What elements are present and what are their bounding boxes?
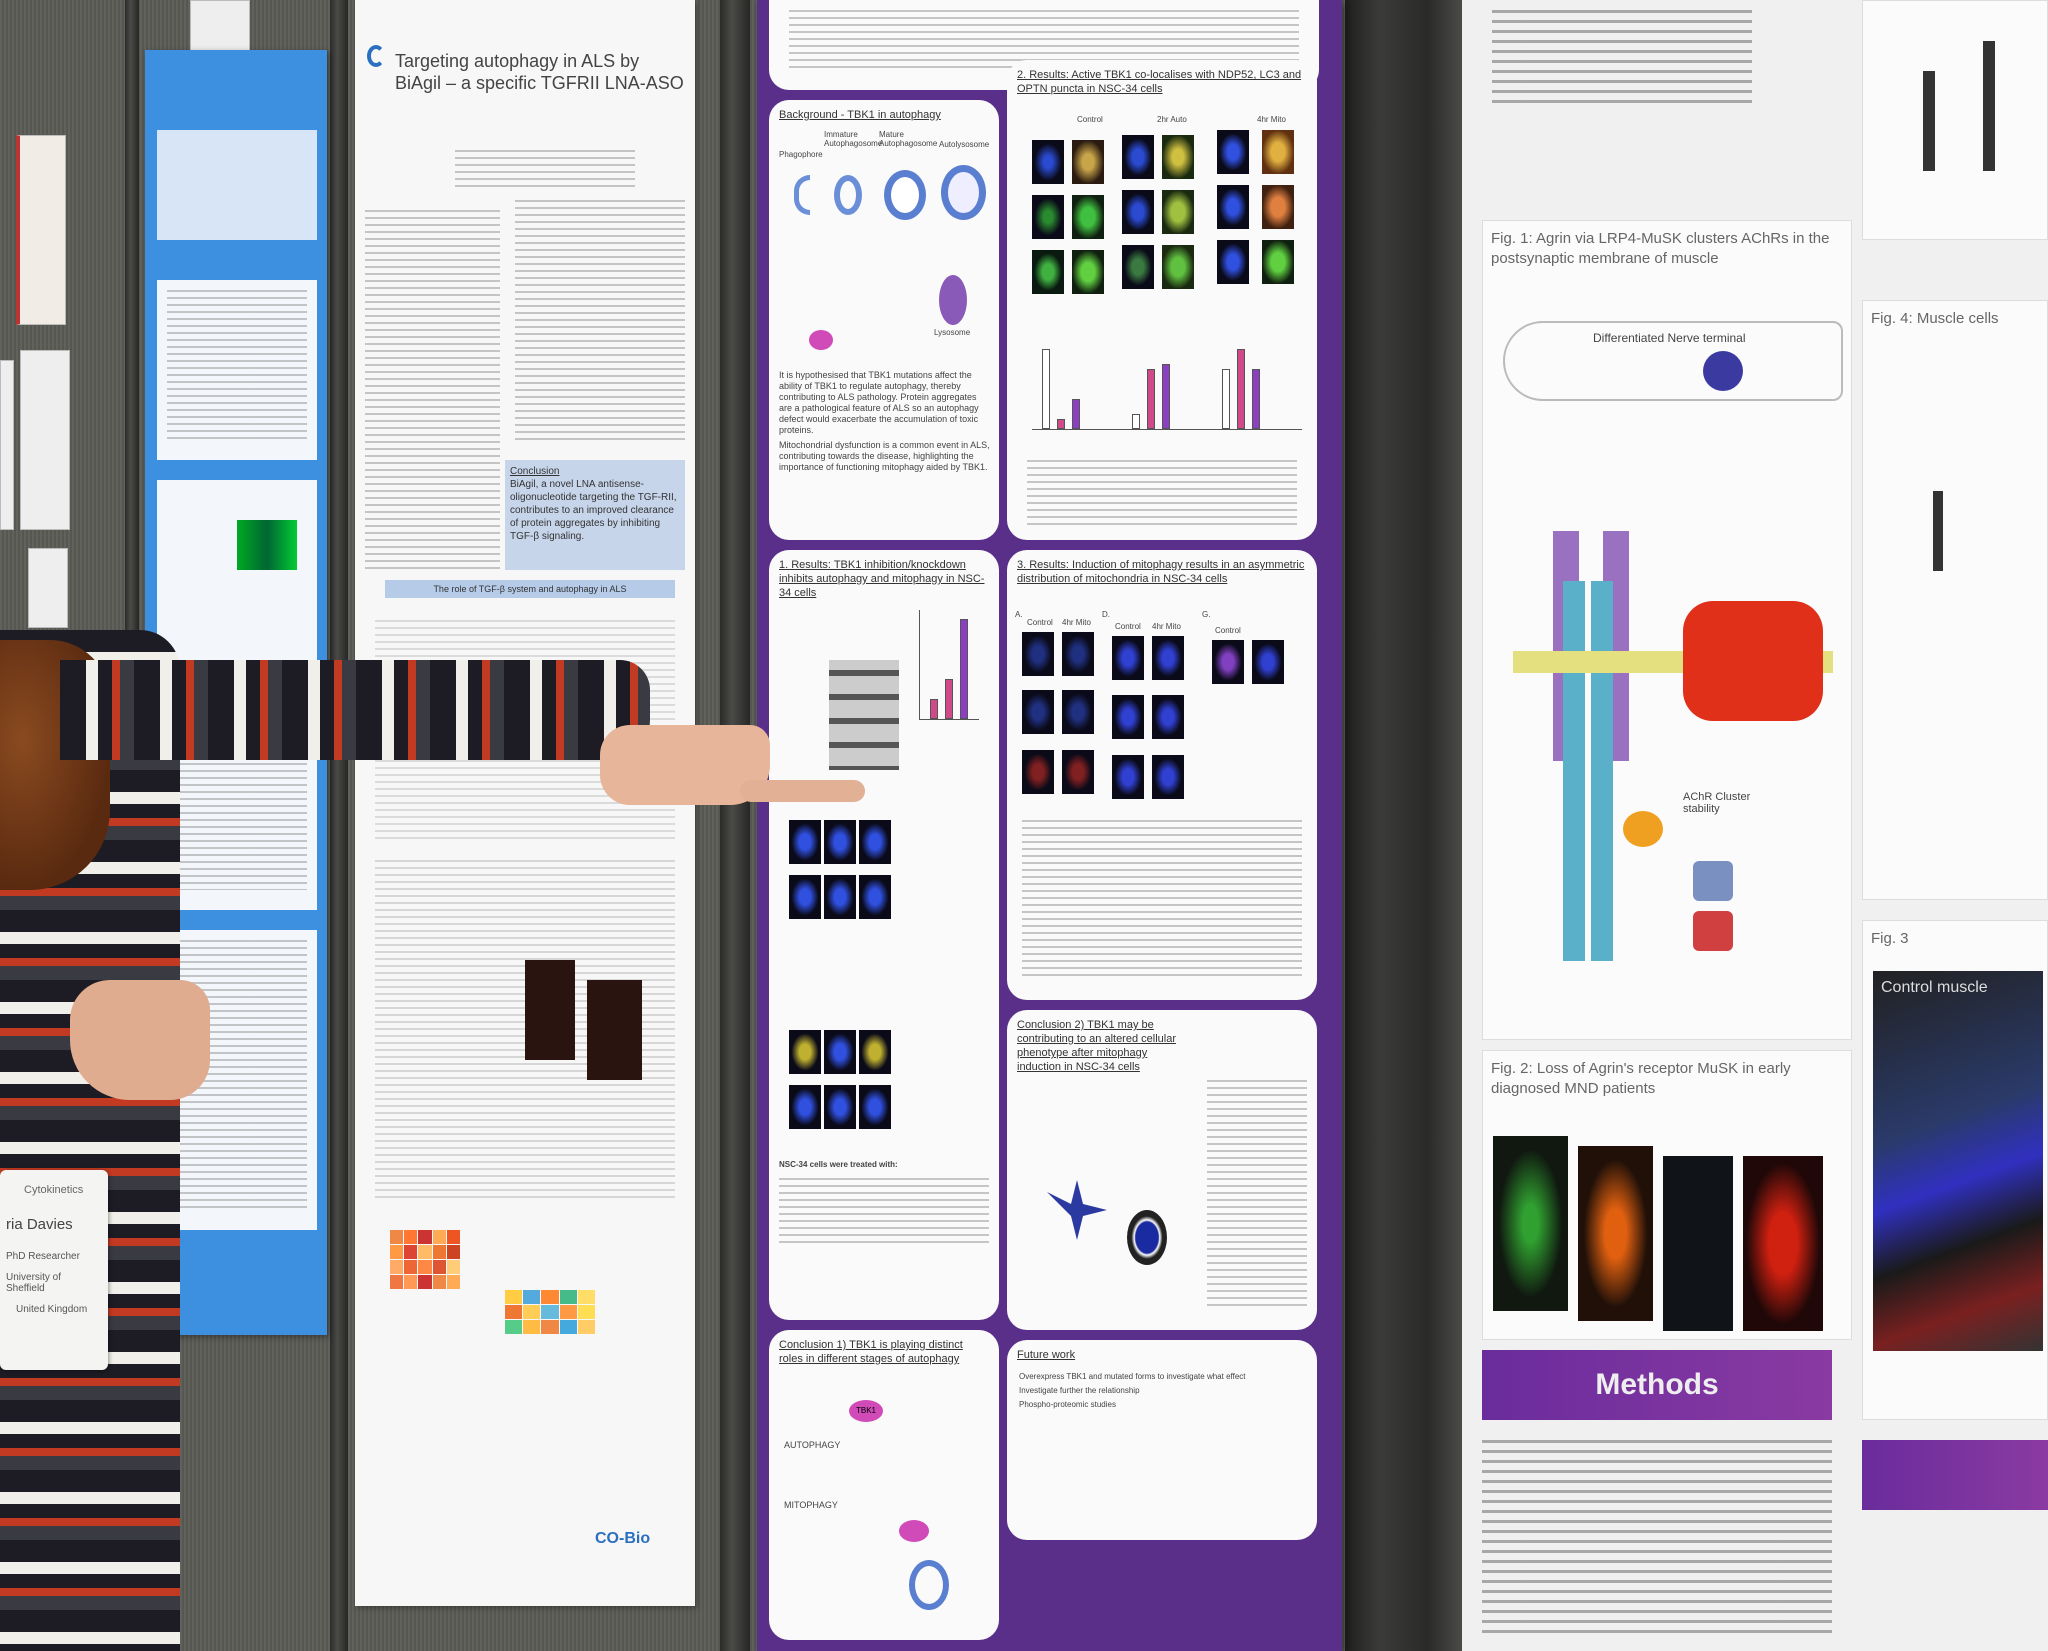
- column-label: D.: [1102, 610, 1110, 619]
- stage-label: Immature Autophagosome: [824, 130, 883, 148]
- column-label: 4hr Mito: [1257, 115, 1286, 124]
- methods-heading: Methods: [1482, 1350, 1832, 1420]
- results1-section: 1. Results: TBK1 inhibition/knockdown in…: [769, 550, 999, 1320]
- conclusion-box: Conclusion BiAgil, a novel LNA antisense…: [505, 460, 685, 570]
- section-heading: 2. Results: Active TBK1 co-localises wit…: [1017, 69, 1302, 95]
- tbk1-node-icon: TBK1: [849, 1400, 883, 1422]
- stage-label: Autolysosome: [939, 140, 990, 149]
- achr-label: AChR Cluster stability: [1683, 791, 1751, 815]
- future-item: Investigate further the relationship: [1019, 1386, 1140, 1395]
- column-label: Control: [1077, 115, 1103, 124]
- board-divider: [125, 0, 139, 1651]
- figure-caption: Fig. 3: [1871, 930, 1909, 947]
- column-label: 4hr Mito: [1152, 622, 1181, 631]
- future-item: Phospho-proteomic studies: [1019, 1400, 1116, 1409]
- poster-title: Targeting autophagy in ALS by BiAgil – a…: [395, 51, 684, 93]
- section-heading: 1. Results: TBK1 inhibition/knockdown in…: [779, 559, 985, 599]
- poster-blue: [145, 50, 327, 1335]
- column-label: Control: [1215, 626, 1241, 635]
- poster-tbk1: Background - TBK1 in autophagy Phagophor…: [757, 0, 1342, 1651]
- mitophagy-label: MITOPHAGY: [784, 1500, 838, 1510]
- bullet-text: Mitochondrial dysfunction is a common ev…: [779, 440, 990, 472]
- heatmap: [505, 1290, 595, 1334]
- section-heading: Conclusion 1) TBK1 is playing distinct r…: [779, 1339, 963, 1365]
- conclusion1-section: Conclusion 1) TBK1 is playing distinct r…: [769, 1330, 999, 1640]
- logo-text: CO-Bio: [595, 1530, 651, 1547]
- figure-caption: Fig. 2: Loss of Agrin's receptor MuSK in…: [1491, 1060, 1791, 1097]
- fig3-panel: Fig. 3 Control muscle: [1862, 920, 2048, 1420]
- section-heading: 3. Results: Induction of mitophagy resul…: [1017, 559, 1305, 585]
- fig4-panel: Fig. 4: Muscle cells: [1862, 300, 2048, 900]
- logo-icon: [367, 45, 385, 67]
- conclusion-heading: Conclusion: [510, 466, 560, 477]
- small-poster: [16, 135, 66, 325]
- poster-agrin-musk: Fig. 1: Agrin via LRP4-MuSK clusters ACh…: [1462, 0, 2048, 1651]
- small-poster: [20, 350, 70, 530]
- section-heading: Background - TBK1 in autophagy: [779, 109, 941, 121]
- image-label: Control muscle: [1881, 979, 1988, 996]
- nerve-label: Differentiated Nerve terminal: [1593, 331, 1746, 345]
- fig2-panel: Fig. 2: Loss of Agrin's receptor MuSK in…: [1482, 1050, 1852, 1340]
- column-label: Control: [1027, 618, 1053, 627]
- board-divider: [330, 0, 348, 1651]
- heatmap: [390, 1230, 460, 1289]
- tbk1-node-icon: [809, 330, 833, 350]
- conclusion2-section: Conclusion 2) TBK1 may be contributing t…: [1007, 1010, 1317, 1330]
- bullet-text: It is hypothesised that TBK1 mutations a…: [779, 370, 979, 435]
- section-heading: The role of TGF-β system and autophagy i…: [385, 580, 675, 598]
- column-label: A.: [1015, 610, 1023, 619]
- fig1-panel: Fig. 1: Agrin via LRP4-MuSK clusters ACh…: [1482, 220, 1852, 1040]
- small-poster: [0, 360, 14, 530]
- small-poster: [28, 548, 68, 628]
- section-heading: Future work: [1017, 1349, 1076, 1361]
- column-label: G.: [1202, 610, 1211, 619]
- figure-caption: Fig. 4: Muscle cells: [1871, 310, 1999, 327]
- column-label: 2hr Auto: [1157, 115, 1187, 124]
- background-section: Background - TBK1 in autophagy Phagophor…: [769, 100, 999, 540]
- poster-tgfr-lna-aso: Targeting autophagy in ALS by BiAgil – a…: [355, 0, 695, 1606]
- figure-caption: Fig. 1: Agrin via LRP4-MuSK clusters ACh…: [1491, 230, 1830, 267]
- results2-section: 2. Results: Active TBK1 co-localises wit…: [1007, 60, 1317, 540]
- background-bullets: It is hypothesised that TBK1 mutations a…: [779, 370, 991, 473]
- stage-label: Phagophore: [779, 150, 823, 159]
- stage-label: Mature Autophagosome: [879, 130, 938, 148]
- column-label: 4hr Mito: [1062, 618, 1091, 627]
- board-divider: [720, 0, 750, 1651]
- future-item: Overexpress TBK1 and mutated forms to in…: [1019, 1372, 1246, 1381]
- section-heading: Conclusion 2) TBK1 may be contributing t…: [1017, 1019, 1176, 1073]
- column-label: Control: [1115, 622, 1141, 631]
- conclusion-text: BiAgil, a novel LNA antisense-oligonucle…: [510, 479, 677, 542]
- lysosome-label: Lysosome: [934, 328, 971, 337]
- results3-section: 3. Results: Induction of mitophagy resul…: [1007, 550, 1317, 1000]
- future-work-section: Future work Overexpress TBK1 and mutated…: [1007, 1340, 1317, 1540]
- treated-heading: NSC-34 cells were treated with:: [779, 1160, 898, 1169]
- board-divider: [1345, 0, 1462, 1651]
- autophagy-label: AUTOPHAGY: [784, 1440, 841, 1450]
